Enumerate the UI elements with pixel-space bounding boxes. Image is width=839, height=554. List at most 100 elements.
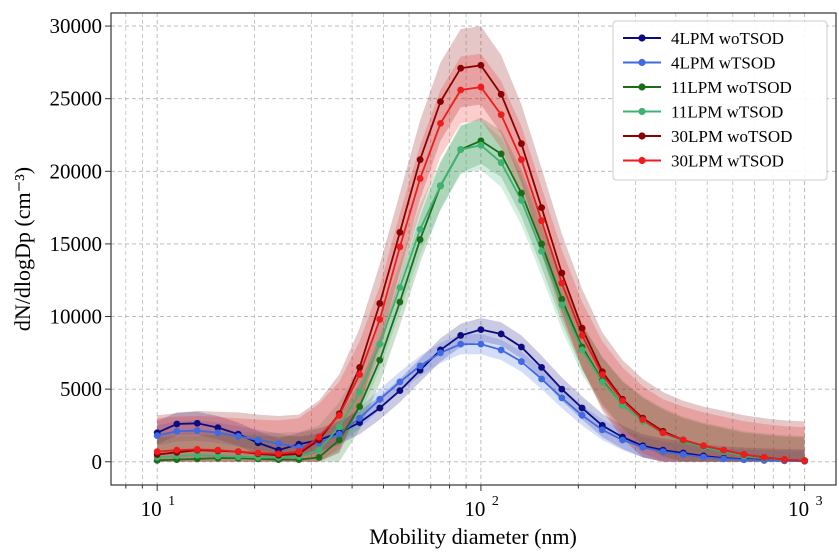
series-point [558,279,566,287]
legend-marker-3 [638,83,646,91]
series-point [457,340,465,348]
legend-label-1: 4LPM woTSOD [671,29,784,48]
series-point [619,397,626,405]
series-point [457,86,465,94]
x-axis-title: Mobility diameter (nm) [369,524,577,549]
y-axis-title: dN/dlogDp (cm⁻³) [10,167,35,331]
series-point [578,411,586,419]
series-point [416,236,424,243]
legend-marker-5 [638,132,646,140]
legend-marker-4 [638,107,646,116]
series-point [315,454,323,461]
legend-marker-6 [638,156,646,165]
series-point [558,269,566,277]
series-point [356,414,364,422]
series-point [275,450,282,458]
series-point [477,61,485,69]
series-point [558,385,566,393]
series-point [173,446,181,454]
series-point [497,150,505,158]
series-point [214,429,222,437]
y-tick-label: 5000 [60,377,102,401]
series-point [538,247,546,255]
series-point [315,433,323,441]
series-point [598,378,606,386]
y-tick-label: 15000 [50,232,103,256]
series-point [457,146,465,153]
series-point [538,375,546,383]
series-point [477,340,485,348]
y-tick-label: 25000 [50,87,103,111]
series-point [578,332,586,339]
series-point [538,217,546,225]
x-tick-label: 10 [788,497,809,521]
legend-label-4: 11LPM wTSOD [671,103,783,122]
series-point [457,64,465,72]
series-point [396,284,404,291]
series-point [396,387,404,394]
series-point [376,316,384,323]
series-point [700,453,707,461]
series-point [679,451,687,458]
series-point [437,182,444,190]
series-point [254,436,262,444]
series-point [356,403,364,410]
series-point [578,404,586,412]
legend-label-2: 4LPM wTSOD [671,54,775,73]
series-point [497,111,505,119]
series-point [497,159,505,166]
series-point [598,371,606,379]
axis-ticks: 0 5000 10000 15000 20000 25000 30000 10 1 10 2 10 3 [50,14,823,521]
series-point [598,426,606,434]
series-point [376,356,384,364]
x-tick-exponent: 3 [816,494,823,509]
x-tick-exponent: 2 [492,494,499,509]
series-point [193,446,201,453]
series-point [437,98,444,105]
series-point [335,423,343,431]
series-point [356,388,364,396]
series-band-1 [157,318,805,462]
legend-marker-1 [638,34,646,42]
series-point [558,394,566,402]
y-tick-label: 20000 [50,159,103,183]
series-point [214,452,222,460]
y-tick-label: 30000 [50,14,103,38]
series-point [173,420,181,428]
series-point [153,448,161,455]
legend-marker-2 [638,58,646,67]
series-point [578,324,586,332]
series-point [315,446,323,454]
series-point [416,175,424,182]
series-point [153,432,161,440]
series-point [497,346,505,354]
series-point [518,140,525,148]
series-point [740,451,748,458]
x-tick-label: 10 [141,497,162,521]
legend: 4LPM woTSOD 4LPM wTSOD 11LPM woTSOD 11LPM w… [612,20,828,181]
series-point [254,449,262,457]
series-markers [153,61,809,465]
series-point [477,141,485,149]
series-point [497,330,505,338]
series-point [801,457,809,465]
series-point [396,298,404,306]
series-point [376,404,384,412]
series-point [416,362,424,370]
series-point [659,429,667,437]
series-point [275,440,282,448]
y-tick-label: 10000 [50,305,103,329]
series-point [376,395,384,403]
series-point [518,358,525,365]
series-point [679,436,687,444]
series-point [193,419,201,427]
series-point [214,424,222,432]
series-point [356,371,364,379]
x-tick-exponent: 1 [168,494,175,509]
legend-label-3: 11LPM woTSOD [671,78,792,97]
series-point [173,427,181,435]
series-point [437,119,444,127]
series-point [518,156,525,164]
plot-frame [110,12,837,486]
